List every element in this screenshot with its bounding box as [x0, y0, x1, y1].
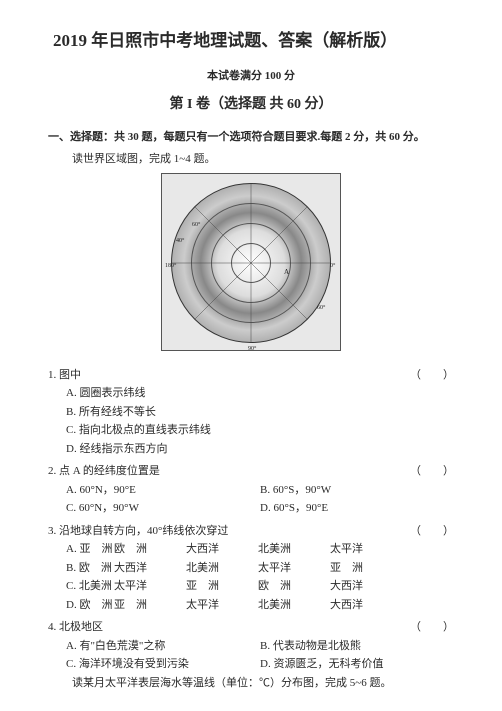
svg-text:180°: 180°: [165, 262, 177, 269]
q1-opt-b: B. 所有经线不等长: [48, 404, 454, 421]
q2-stem: 2. 点 A 的经纬度位置是: [48, 463, 160, 480]
question-2: 2. 点 A 的经纬度位置是 （ ） A. 60°N，90°E B. 60°S，…: [48, 463, 454, 517]
q3-stem: 3. 沿地球自转方向，40°纬线依次穿过: [48, 523, 228, 540]
question-3: 3. 沿地球自转方向，40°纬线依次穿过 （ ） A. 亚 洲 欧 洲 大西洋 …: [48, 523, 454, 614]
svg-text:0°: 0°: [330, 262, 336, 269]
section-header: 第 I 卷（选择题 共 60 分）: [48, 94, 454, 115]
q2-opt-a: A. 60°N，90°E: [66, 482, 260, 499]
q1-paren: （ ）: [410, 367, 454, 384]
q4-opt-b: B. 代表动物是北极熊: [260, 638, 454, 655]
instructions-main: 一、选择题：共 30 题，每题只有一个选项符合题目要求.每题 2 分，共 60 …: [48, 129, 454, 147]
map-figure: 180° 90° 0° 40° 60° 60° A: [48, 173, 454, 357]
q3-row-d: D. 欧 洲 亚 洲 太平洋 北美洲 大西洋: [48, 597, 454, 614]
q4-opt-c: C. 海洋环境没有受到污染: [66, 656, 260, 673]
world-map-image: 180° 90° 0° 40° 60° 60° A: [161, 173, 341, 351]
q1-opt-d: D. 经线指示东西方向: [48, 441, 454, 458]
q3-row-a: A. 亚 洲 欧 洲 大西洋 北美洲 太平洋: [48, 541, 454, 558]
q2-opt-d: D. 60°S，90°E: [260, 500, 454, 517]
q4-stem: 4. 北极地区: [48, 619, 103, 636]
score-line: 本试卷满分 100 分: [48, 68, 454, 85]
svg-text:60°: 60°: [317, 304, 326, 311]
q2-opt-b: B. 60°S，90°W: [260, 482, 454, 499]
q3-row-b: B. 欧 洲 大西洋 北美洲 太平洋 亚 洲: [48, 560, 454, 577]
instructions-sub: 读世界区域图，完成 1~4 题。: [48, 151, 454, 168]
q4-opt-a: A. 有"白色荒漠"之称: [66, 638, 260, 655]
q1-opt-a: A. 圆圈表示纬线: [48, 385, 454, 402]
svg-text:A: A: [284, 268, 289, 276]
q3-paren: （ ）: [410, 523, 454, 540]
trailing-instruction: 读某月太平洋表层海水等温线（单位：℃）分布图，完成 5~6 题。: [48, 675, 454, 692]
q2-opt-c: C. 60°N，90°W: [66, 500, 260, 517]
q4-paren: （ ）: [410, 619, 454, 636]
q2-paren: （ ）: [410, 463, 454, 480]
q1-stem: 1. 图中: [48, 367, 81, 384]
question-4: 4. 北极地区 （ ） A. 有"白色荒漠"之称 B. 代表动物是北极熊 C. …: [48, 619, 454, 673]
q3-row-c: C. 北美洲 太平洋 亚 洲 欧 洲 大西洋: [48, 578, 454, 595]
svg-text:60°: 60°: [192, 221, 201, 228]
q4-opt-d: D. 资源匮乏，无科考价值: [260, 656, 454, 673]
question-1: 1. 图中 （ ） A. 圆圈表示纬线 B. 所有经线不等长 C. 指向北极点的…: [48, 367, 454, 458]
q1-opt-c: C. 指向北极点的直线表示纬线: [48, 422, 454, 439]
svg-text:40°: 40°: [176, 237, 185, 244]
svg-text:90°: 90°: [248, 345, 257, 351]
page-title: 2019 年日照市中考地理试题、答案（解析版）: [53, 28, 454, 54]
